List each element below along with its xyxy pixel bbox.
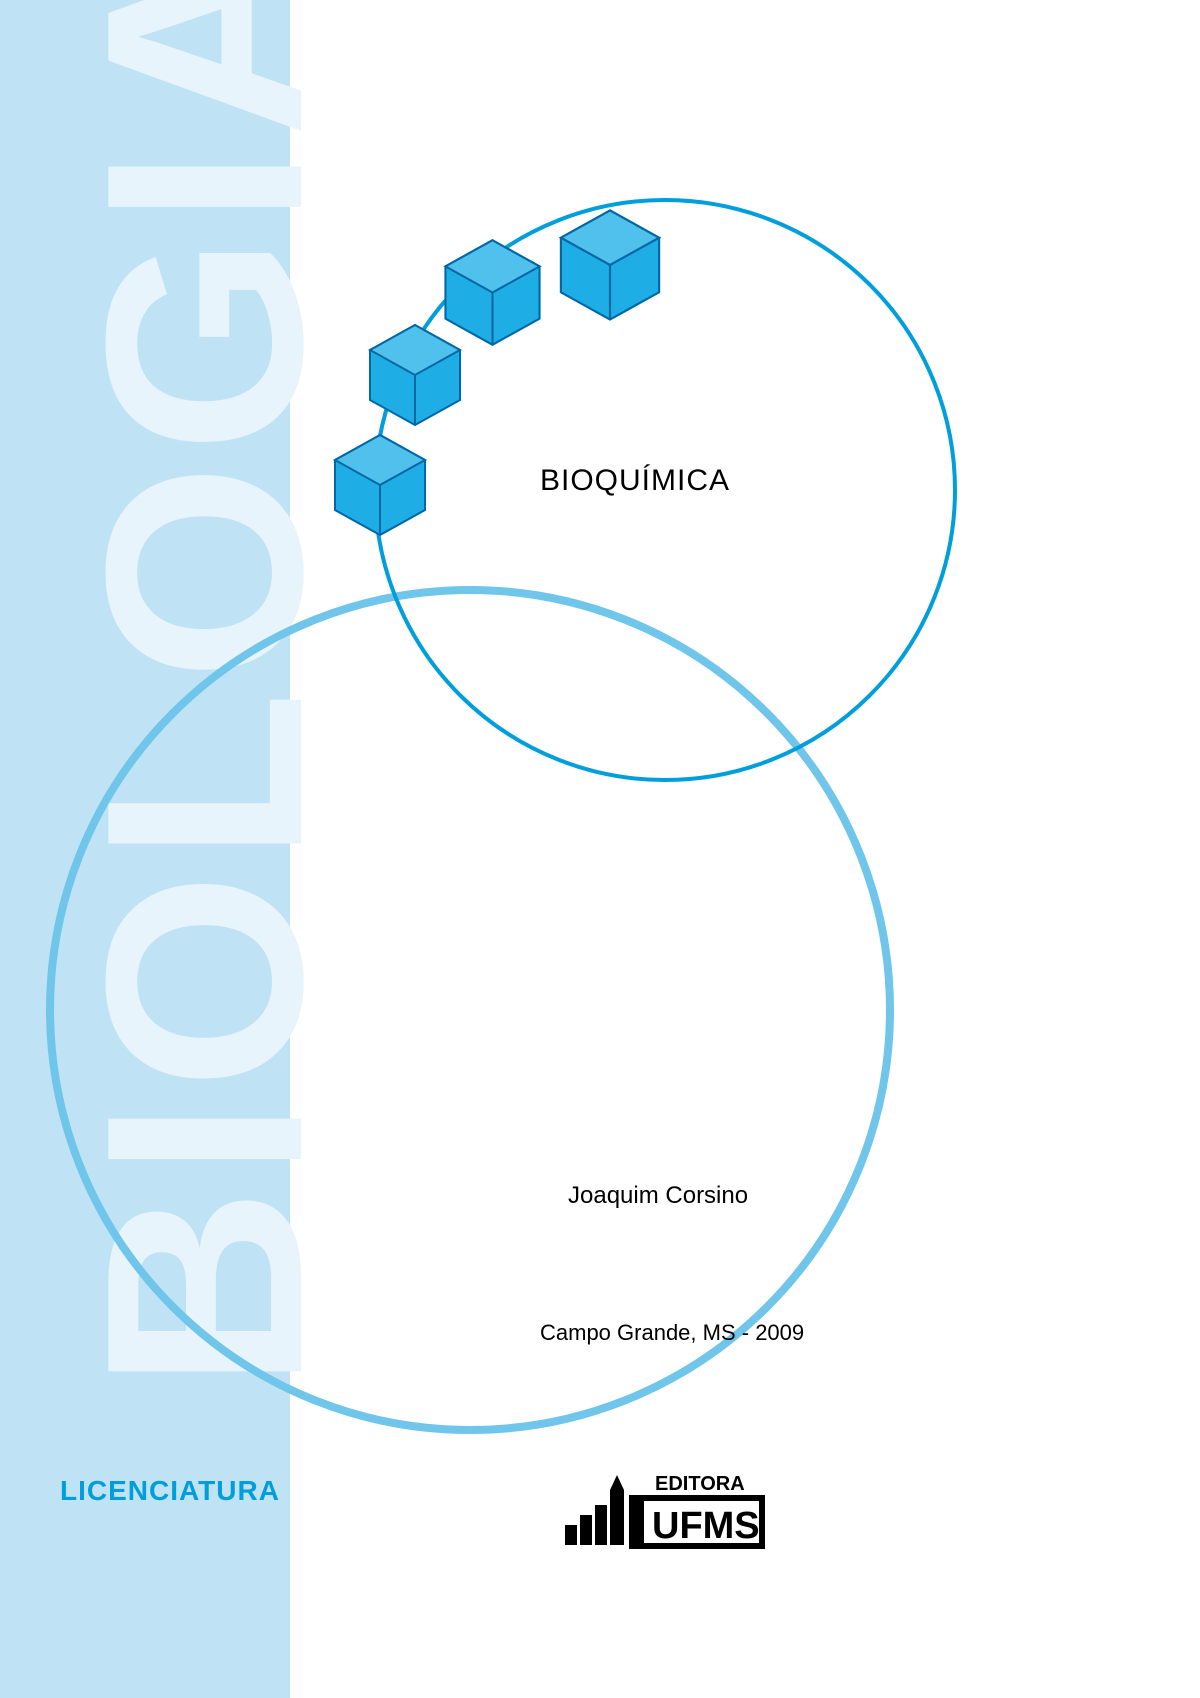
cube-icon: [330, 430, 430, 540]
svg-text:EDITORA: EDITORA: [655, 1473, 745, 1495]
cube-icon: [555, 205, 665, 325]
publication-location-year: Campo Grande, MS - 2009: [540, 1320, 804, 1346]
publisher-logo: EDITORA UFMS: [560, 1460, 770, 1560]
svg-text:UFMS: UFMS: [652, 1505, 760, 1547]
book-title: BIOQUÍMICA: [540, 464, 730, 498]
cube-icon: [440, 235, 545, 350]
author-name: Joaquim Corsino: [568, 1182, 748, 1210]
sidebar-label: LICENCIATURA: [60, 1475, 280, 1507]
